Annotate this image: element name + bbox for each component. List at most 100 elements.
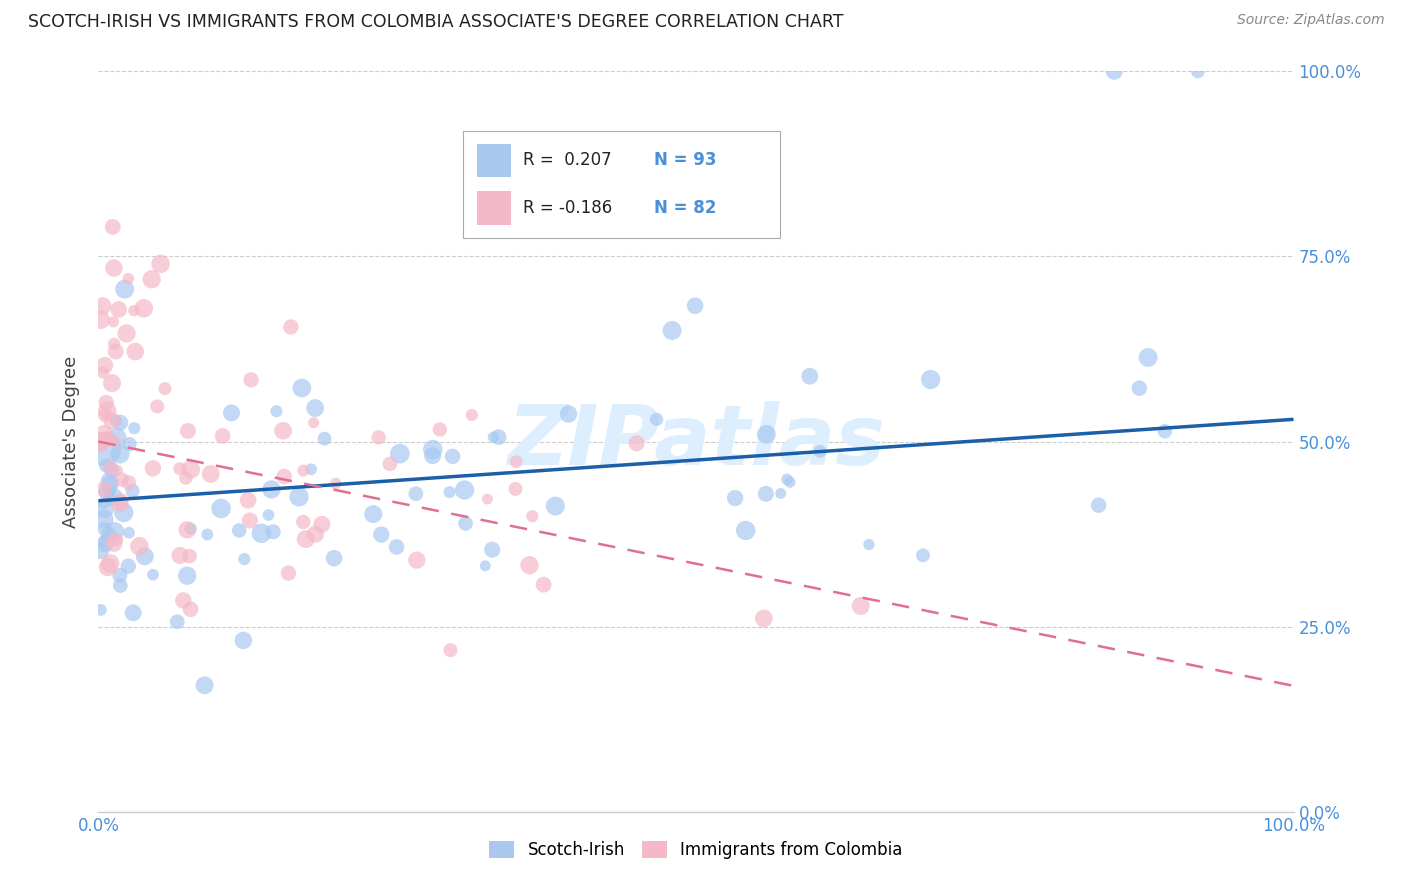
Point xyxy=(1154,424,1177,438)
Text: N = 82: N = 82 xyxy=(654,199,717,218)
Point xyxy=(97,560,120,574)
Point xyxy=(260,483,283,497)
Point xyxy=(292,464,315,478)
Point xyxy=(124,344,146,359)
Text: ZIPatlas: ZIPatlas xyxy=(508,401,884,482)
Point xyxy=(180,462,202,476)
Point xyxy=(176,523,198,537)
Text: R = -0.186: R = -0.186 xyxy=(523,199,612,218)
Point xyxy=(257,508,280,522)
Point xyxy=(94,458,117,473)
Point xyxy=(236,493,259,508)
Point xyxy=(277,566,299,580)
Point xyxy=(439,643,461,657)
Point xyxy=(488,430,510,444)
Point xyxy=(98,475,121,489)
Point xyxy=(90,313,112,327)
Point xyxy=(477,492,499,507)
Point xyxy=(93,512,115,526)
Point xyxy=(122,606,145,620)
Point xyxy=(325,476,347,491)
Point xyxy=(911,549,934,563)
Point xyxy=(291,381,314,395)
Point xyxy=(110,416,132,430)
Point xyxy=(522,509,544,524)
Point xyxy=(172,593,194,607)
Point xyxy=(105,533,128,547)
Point xyxy=(118,525,141,540)
Point xyxy=(111,473,134,487)
Point xyxy=(1104,64,1126,78)
Point xyxy=(683,299,706,313)
Point xyxy=(134,549,156,564)
Point xyxy=(239,513,262,527)
Point xyxy=(179,549,201,563)
Point xyxy=(441,450,464,464)
Point xyxy=(755,427,778,442)
Point xyxy=(240,373,263,387)
Point xyxy=(233,552,256,566)
Point xyxy=(96,395,118,409)
Point xyxy=(96,485,118,500)
Point xyxy=(149,257,172,271)
Point xyxy=(292,515,315,529)
Legend: Scotch-Irish, Immigrants from Colombia: Scotch-Irish, Immigrants from Colombia xyxy=(489,841,903,859)
Point xyxy=(141,272,163,286)
Point xyxy=(118,475,141,490)
Point xyxy=(94,522,117,536)
Point xyxy=(724,491,747,505)
Point xyxy=(132,301,155,316)
Point xyxy=(211,429,233,443)
Point xyxy=(661,324,683,338)
Point xyxy=(271,424,294,438)
Point xyxy=(108,568,131,582)
Point xyxy=(422,442,444,457)
Point xyxy=(266,404,288,418)
Point xyxy=(858,537,880,551)
Point xyxy=(314,432,336,446)
Point xyxy=(453,483,475,497)
Point xyxy=(142,461,165,475)
Point xyxy=(367,430,389,444)
Point xyxy=(122,421,145,435)
Point xyxy=(94,359,117,373)
Point xyxy=(107,302,129,317)
Point xyxy=(505,455,527,469)
Point xyxy=(100,460,122,475)
Point xyxy=(90,434,112,448)
Point xyxy=(474,558,496,573)
Text: SCOTCH-IRISH VS IMMIGRANTS FROM COLOMBIA ASSOCIATE'S DEGREE CORRELATION CHART: SCOTCH-IRISH VS IMMIGRANTS FROM COLOMBIA… xyxy=(28,13,844,31)
Point xyxy=(103,536,125,550)
Y-axis label: Associate's Degree: Associate's Degree xyxy=(62,355,80,528)
Point xyxy=(752,611,775,625)
Point xyxy=(90,436,112,450)
Point xyxy=(920,372,942,386)
Point xyxy=(169,461,191,475)
Point xyxy=(97,487,120,501)
Point xyxy=(557,407,579,421)
Point xyxy=(112,506,135,520)
Point xyxy=(93,534,115,549)
Point xyxy=(174,471,197,485)
Point xyxy=(776,472,799,486)
Point xyxy=(299,462,322,476)
Point xyxy=(194,678,217,692)
Point xyxy=(755,487,778,501)
Point xyxy=(98,477,121,491)
Point xyxy=(454,516,477,531)
Point xyxy=(302,416,325,430)
Point xyxy=(363,507,385,521)
Point xyxy=(769,486,792,500)
Point xyxy=(107,463,129,477)
Point xyxy=(323,551,346,566)
Point xyxy=(232,633,254,648)
Point xyxy=(93,501,115,516)
Point xyxy=(1087,498,1109,512)
Point xyxy=(97,528,120,542)
FancyBboxPatch shape xyxy=(463,130,780,238)
Point xyxy=(385,540,408,554)
Point xyxy=(304,527,326,541)
Point xyxy=(221,406,243,420)
Point xyxy=(200,467,222,481)
Point xyxy=(388,447,411,461)
